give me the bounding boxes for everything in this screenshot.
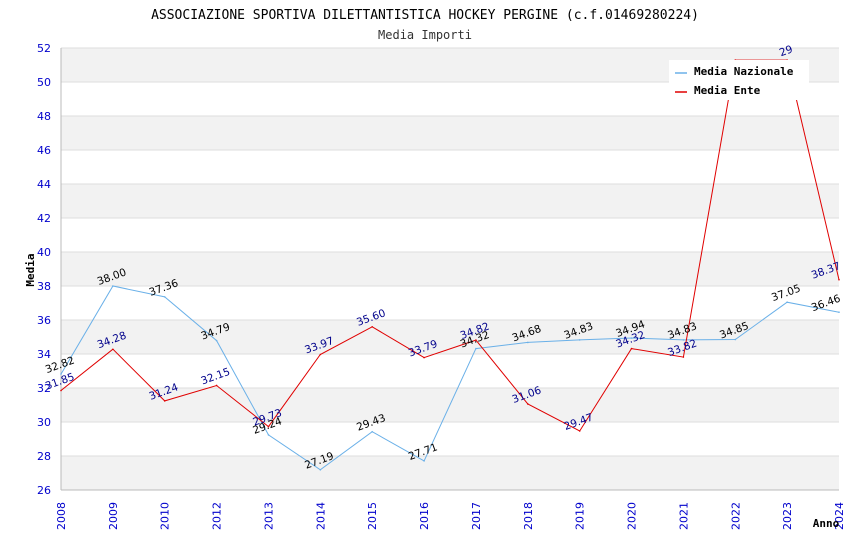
y-tick-label: 50 [37, 76, 51, 89]
x-tick-label: 2009 [107, 502, 120, 530]
data-point [682, 356, 685, 358]
grid-bands [61, 48, 839, 490]
data-point [163, 400, 166, 402]
legend-box [669, 60, 809, 100]
y-axis-label: Media [24, 253, 37, 286]
data-point [319, 468, 322, 471]
y-tick-label: 52 [37, 42, 51, 55]
x-axis-ticks: 2008 2009 2010 2012 2013 2014 2015 2016 2017 2018… [55, 502, 846, 530]
series-line-0 [60, 285, 840, 471]
x-tick-label: 2023 [781, 502, 794, 530]
x-tick-label: 2008 [55, 502, 68, 530]
data-point [786, 301, 788, 303]
y-tick-label: 42 [37, 212, 51, 225]
x-tick-label: 2014 [314, 502, 327, 530]
y-tick-label: 32 [37, 382, 51, 395]
chart-title: ASSOCIAZIONE SPORTIVA DILETTANTISTICA HO… [151, 8, 699, 23]
data-label: 36.46 [810, 292, 843, 314]
x-tick-label: 2022 [729, 502, 742, 530]
x-tick-label: 2018 [522, 502, 535, 530]
data-label: 32.15 [199, 366, 231, 388]
x-tick-label: 2013 [262, 502, 275, 530]
y-tick-label: 46 [37, 144, 51, 157]
data-point [527, 403, 529, 405]
x-tick-label: 2024 [833, 502, 846, 530]
data-point [630, 347, 633, 350]
y-tick-label: 38 [37, 280, 51, 293]
data-point [60, 373, 62, 375]
data-point [475, 347, 477, 350]
x-tick-label: 2021 [677, 502, 690, 530]
x-tick-label: 2012 [211, 502, 224, 530]
series-lines [60, 59, 840, 471]
data-point [838, 311, 840, 313]
data-point [163, 296, 166, 298]
y-tick-label: 26 [37, 484, 51, 497]
x-tick-label: 2015 [366, 502, 379, 530]
y-tick-label: 28 [37, 450, 51, 463]
x-tick-label: 2017 [470, 502, 483, 530]
series-line-1 [60, 59, 840, 432]
x-tick-label: 2019 [574, 502, 587, 530]
y-tick-label: 48 [37, 110, 51, 123]
data-point [838, 278, 840, 281]
x-tick-label: 2020 [626, 502, 639, 530]
data-point [112, 285, 114, 287]
data-point [527, 341, 529, 344]
data-point [215, 339, 218, 342]
x-axis-label: Anno [813, 517, 840, 530]
data-point [267, 425, 270, 428]
data-point [60, 389, 62, 392]
legend-label-ente: Media Ente [694, 84, 761, 97]
data-point [578, 430, 581, 432]
data-point [475, 339, 477, 341]
data-label: 29 [778, 43, 795, 59]
data-point [371, 326, 374, 328]
y-tick-label: 30 [37, 416, 51, 429]
grid-band [61, 116, 839, 150]
data-point [371, 430, 374, 433]
data-point [630, 337, 633, 339]
y-tick-label: 34 [37, 348, 51, 361]
x-tick-label: 2016 [418, 502, 431, 530]
data-point [267, 434, 270, 436]
data-point [682, 339, 685, 341]
x-tick-label: 2010 [159, 502, 172, 530]
y-tick-label: 44 [37, 178, 51, 191]
legend: Media Nazionale Media Ente [669, 60, 809, 100]
data-point [578, 339, 581, 341]
data-point [215, 384, 218, 387]
grid-band [61, 252, 839, 286]
y-tick-label: 40 [37, 246, 51, 259]
data-point [734, 338, 737, 341]
y-tick-label: 36 [37, 314, 51, 327]
legend-label-nazionale: Media Nazionale [694, 65, 794, 78]
grid-band [61, 456, 839, 490]
y-axis-ticks: 26 28 30 32 34 36 38 40 42 44 46 48 50 52 [37, 42, 51, 497]
data-point [319, 353, 322, 356]
chart-subtitle: Media Importi [378, 28, 472, 42]
data-point [423, 356, 425, 359]
data-point [423, 460, 425, 462]
data-point [112, 348, 114, 351]
grid-band [61, 184, 839, 218]
